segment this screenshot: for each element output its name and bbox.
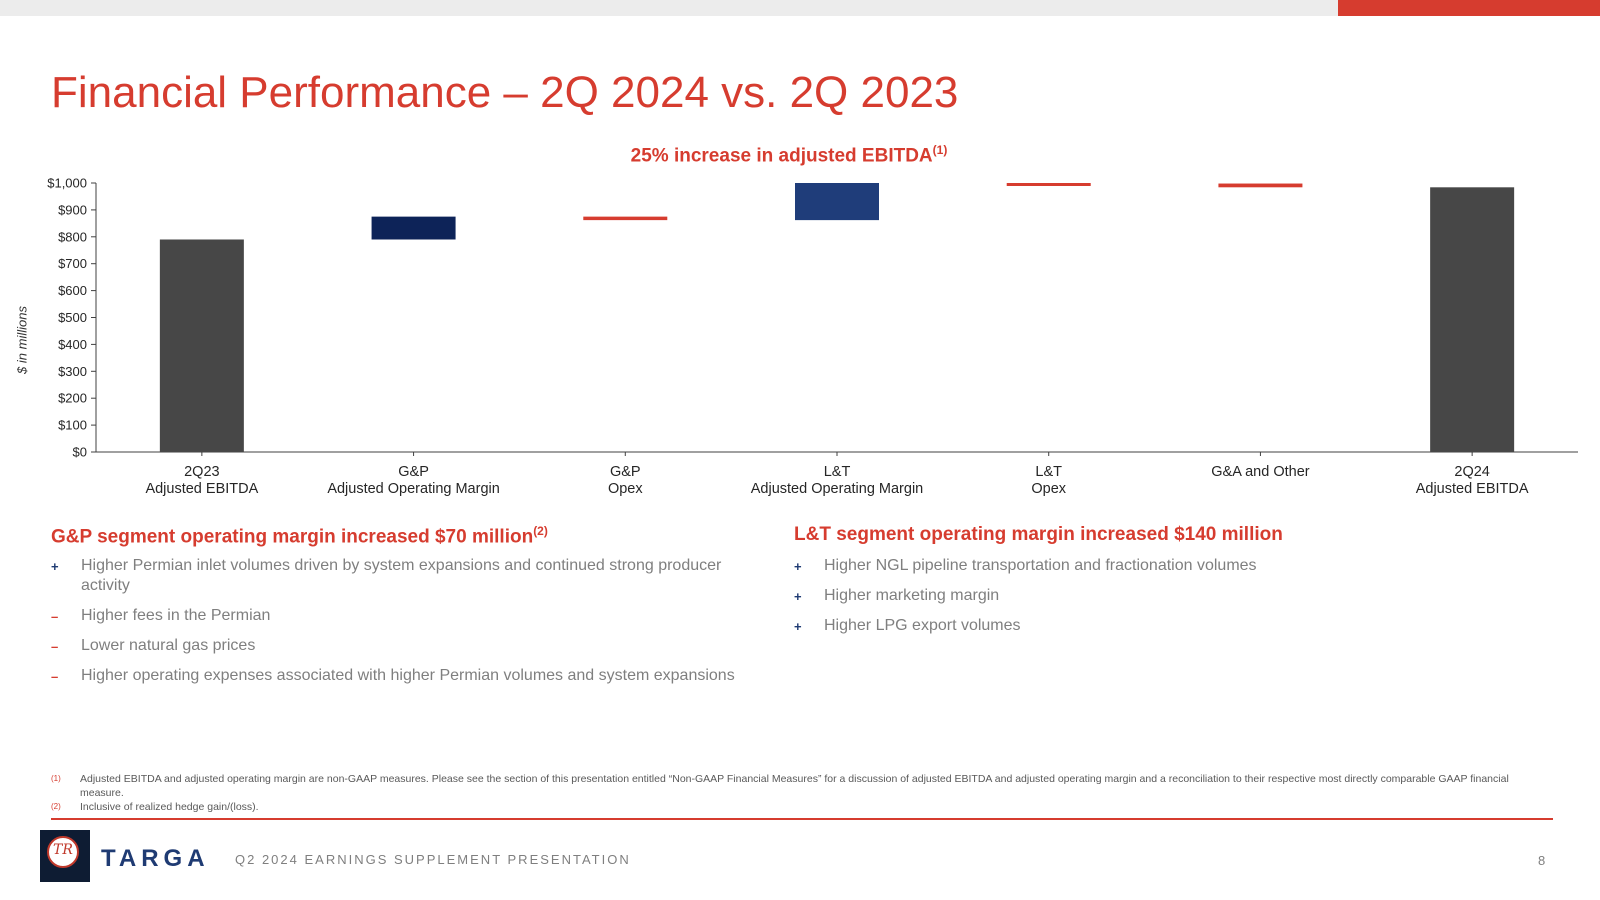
footer-divider (51, 818, 1553, 820)
footnote-number: (1) (51, 774, 61, 783)
y-tick-label: $900 (58, 202, 87, 217)
gp-bullet: – Lower natural gas prices (51, 636, 771, 656)
minus-icon: – (51, 639, 59, 654)
waterfall-chart: $0 $100 $200 $300 $400 $500 $600 $700 $800 $900 $1… (47, 176, 1578, 497)
minus-icon: – (51, 669, 59, 684)
x-tick-label: L&T (1035, 464, 1062, 480)
y-tick-label: $0 (73, 445, 87, 460)
y-tick-label: $800 (58, 229, 87, 244)
lt-bullet: + Higher LPG export volumes (794, 616, 1514, 636)
brand-name: TARGA (101, 845, 210, 872)
y-tick-label: $600 (58, 283, 87, 298)
y-tick-label: $300 (58, 364, 87, 379)
top-bar (0, 0, 1338, 16)
plus-icon: + (51, 559, 59, 574)
lt-bullet: + Higher marketing margin (794, 586, 1514, 606)
gp-bullet: – Higher operating expenses associated wi… (51, 666, 771, 686)
plus-icon: + (794, 559, 802, 574)
y-tick-label: $700 (58, 256, 87, 271)
logo-ring-icon (47, 836, 79, 868)
y-tick-label: $100 (58, 418, 87, 433)
plus-icon: + (794, 619, 802, 634)
lt-heading-text: L&T segment operating margin increased $… (794, 524, 1283, 545)
waterfall-bar-increase (371, 216, 456, 240)
targa-logo: TR (40, 830, 90, 882)
gp-section-heading: G&P segment operating margin increased $… (51, 524, 548, 548)
footnote-number: (2) (51, 802, 61, 811)
waterfall-bar-total (159, 239, 244, 452)
y-tick-label: $400 (58, 337, 87, 352)
gp-bullet-text: Higher fees in the Permian (81, 607, 271, 624)
gp-bullet-list: + Higher Permian inlet volumes driven by … (51, 556, 771, 696)
waterfall-bar-total (1430, 187, 1515, 452)
chart-subtitle-note: (1) (932, 143, 948, 157)
plus-icon: + (794, 589, 802, 604)
footnote-text: Adjusted EBITDA and adjusted operating m… (80, 773, 1509, 799)
lt-bullet-text: Higher LPG export volumes (824, 617, 1021, 634)
lt-section-heading: L&T segment operating margin increased $… (794, 524, 1283, 546)
gp-bullet-text: Lower natural gas prices (81, 637, 256, 654)
page-title: Financial Performance – 2Q 2024 vs. 2Q 2… (51, 68, 959, 117)
lt-bullet-text: Higher marketing margin (824, 587, 1000, 604)
presentation-name: Q2 2024 EARNINGS SUPPLEMENT PRESENTATION (235, 852, 631, 867)
y-tick-label: $1,000 (47, 176, 87, 191)
x-tick-label: G&A and Other (1211, 464, 1310, 480)
x-tick-label: G&P (398, 464, 429, 480)
lt-bullet-text: Higher NGL pipeline transportation and f… (824, 557, 1257, 574)
chart-subtitle: 25% increase in adjusted EBITDA(1) (0, 143, 1578, 167)
x-tick-label: Opex (608, 481, 643, 497)
waterfall-bar-decrease (1006, 183, 1091, 186)
waterfall-bar-decrease (1218, 183, 1303, 188)
gp-heading-note: (2) (533, 524, 548, 538)
gp-bullet: – Higher fees in the Permian (51, 606, 771, 626)
x-tick-label: Adjusted Operating Margin (327, 481, 500, 497)
x-tick-label: G&P (610, 464, 641, 480)
x-tick-label: Adjusted Operating Margin (751, 481, 924, 497)
logo-monogram: TR (53, 842, 73, 858)
x-tick-label: Opex (1031, 481, 1066, 497)
y-tick-label: $500 (58, 310, 87, 325)
x-tick-label: L&T (824, 464, 851, 480)
lt-bullet-list: + Higher NGL pipeline transportation and … (794, 556, 1514, 646)
footnote: (1) Adjusted EBITDA and adjusted operatin… (51, 772, 1531, 800)
waterfall-bar-increase (795, 183, 879, 221)
x-tick-label: Adjusted EBITDA (1416, 481, 1529, 497)
y-tick-label: $200 (58, 391, 87, 406)
x-tick-label: 2Q23 (184, 464, 219, 480)
waterfall-bar-decrease (583, 216, 668, 221)
gp-bullet-text: Higher Permian inlet volumes driven by s… (81, 557, 722, 594)
gp-bullet-text: Higher operating expenses associated wit… (81, 667, 735, 684)
footnote: (2) Inclusive of realized hedge gain/(los… (51, 800, 1531, 814)
x-tick-label: Adjusted EBITDA (145, 481, 258, 497)
page-number: 8 (1538, 853, 1546, 868)
gp-bullet: + Higher Permian inlet volumes driven by … (51, 556, 771, 596)
gp-heading-text: G&P segment operating margin increased $… (51, 526, 534, 548)
x-tick-label: 2Q24 (1454, 464, 1489, 480)
chart-subtitle-text: 25% increase in adjusted EBITDA (630, 145, 933, 167)
minus-icon: – (51, 609, 59, 624)
top-accent-bar (1338, 0, 1600, 16)
footnotes: (1) Adjusted EBITDA and adjusted operatin… (51, 772, 1531, 814)
footnote-text: Inclusive of realized hedge gain/(loss). (80, 801, 259, 813)
lt-bullet: + Higher NGL pipeline transportation and … (794, 556, 1514, 576)
